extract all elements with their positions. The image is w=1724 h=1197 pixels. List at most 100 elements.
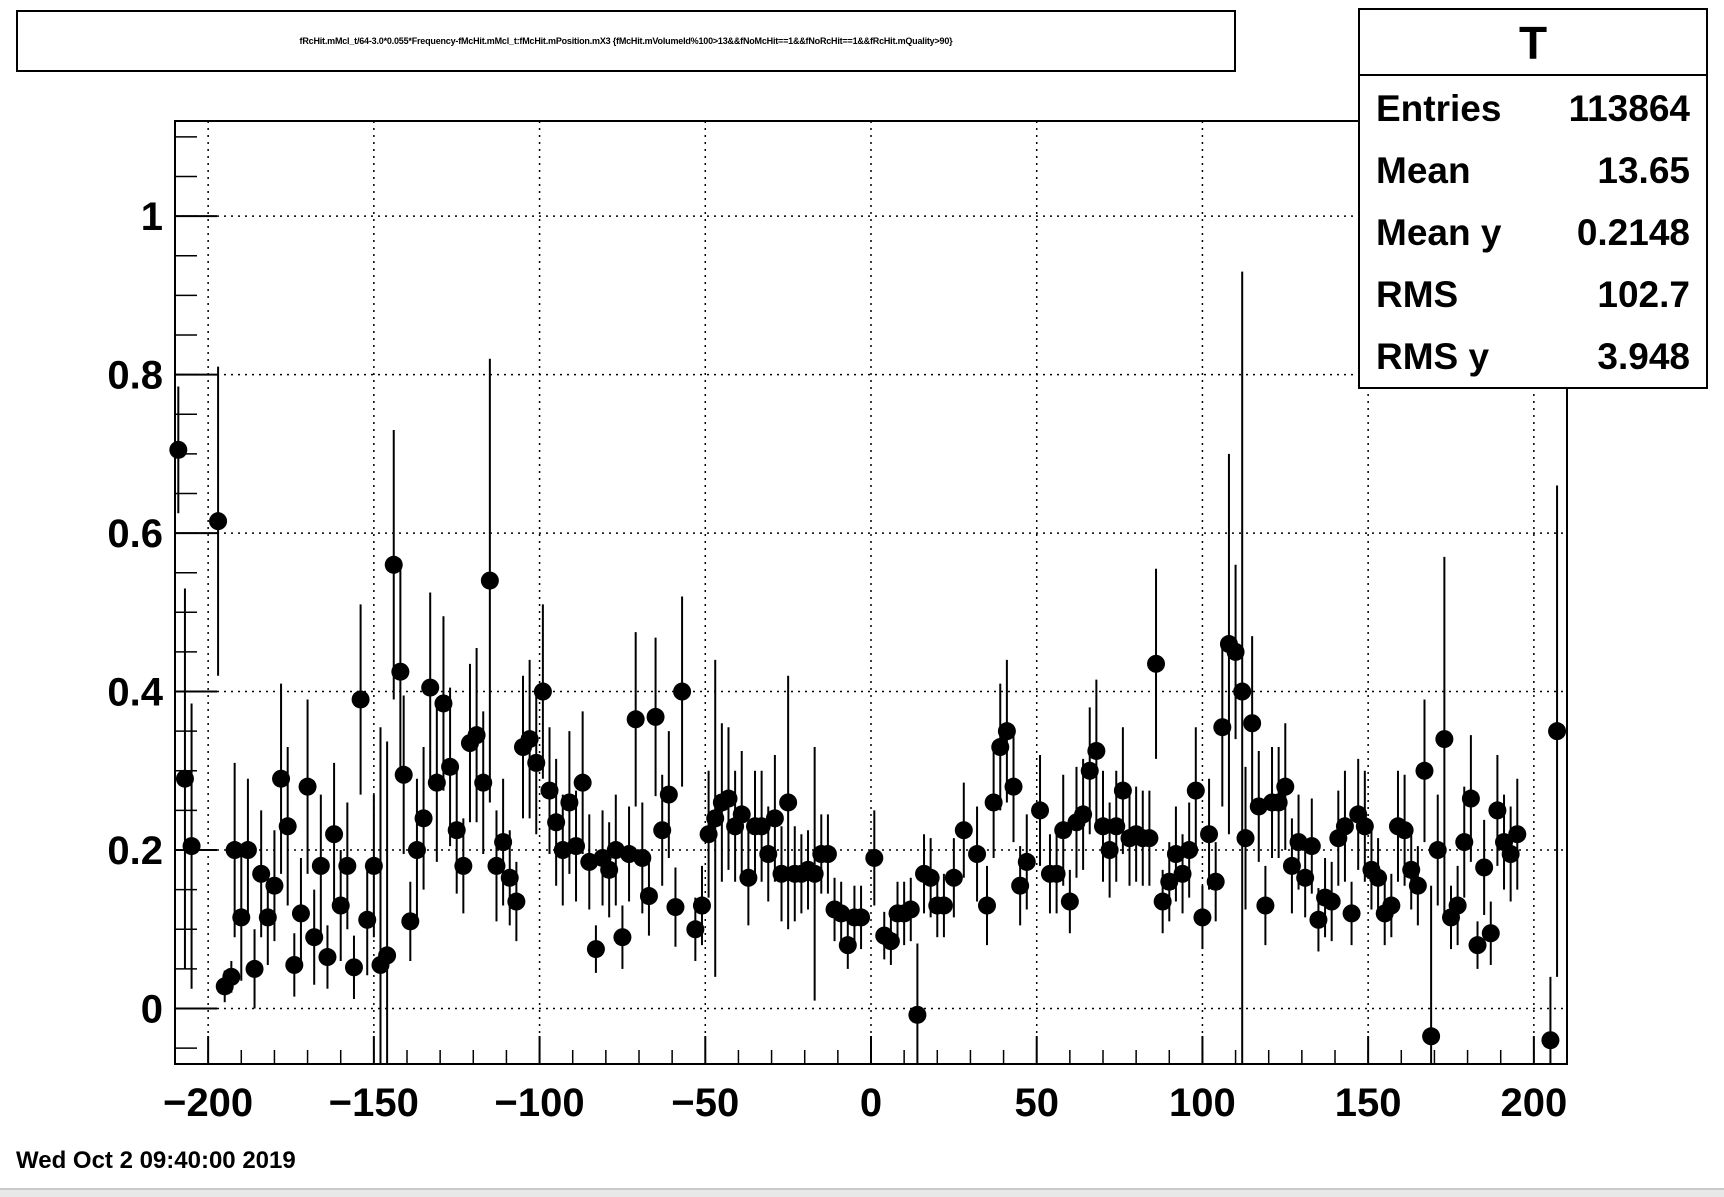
data-point (351, 690, 370, 709)
data-point (739, 868, 758, 887)
data-point (1282, 856, 1301, 875)
stat-row-rms: RMS 102.7 (1360, 262, 1706, 324)
stats-box[interactable]: T Entries 113864 Mean 13.65 Mean y 0.214… (1358, 8, 1708, 389)
data-point (1302, 837, 1321, 856)
data-point (779, 793, 798, 812)
data-point (1408, 876, 1427, 895)
axis-tick-labels: −200 −150 −100 −50 0 50 100 150 200 0 0.2 0.4 0.6 0.8… (107, 195, 1567, 1125)
y-tick-label: 0.6 (107, 512, 163, 556)
data-point (838, 936, 857, 955)
data-point (533, 682, 552, 701)
stat-label: Mean (1376, 150, 1471, 191)
data-point (278, 817, 297, 836)
data-point (182, 837, 201, 856)
data-point (666, 898, 685, 917)
data-point (285, 955, 304, 974)
data-point (1296, 868, 1315, 887)
data-point (1468, 936, 1487, 955)
stat-label: Mean y (1376, 212, 1502, 253)
data-point (560, 793, 579, 812)
data-point (1488, 801, 1507, 820)
x-tick-label: 200 (1500, 1081, 1567, 1125)
data-point (901, 900, 920, 919)
data-point (1180, 841, 1199, 860)
data-point (1173, 864, 1192, 883)
data-point (1113, 781, 1132, 800)
data-point (706, 809, 725, 828)
y-tick-label: 0.2 (107, 829, 163, 873)
data-point (258, 908, 277, 927)
data-point (331, 896, 350, 915)
y-tick-label: 0.8 (107, 354, 163, 398)
data-point (991, 738, 1010, 757)
stat-label: Entries (1376, 88, 1502, 129)
x-tick-label: 0 (860, 1081, 882, 1125)
data-point (222, 967, 241, 986)
data-point (944, 868, 963, 887)
data-point (1435, 730, 1454, 749)
data-point (1428, 841, 1447, 860)
data-point (1422, 1027, 1441, 1046)
data-point (1508, 825, 1527, 844)
data-point (586, 940, 605, 959)
data-point (633, 848, 652, 867)
data-point (1047, 864, 1066, 883)
data-point (968, 845, 987, 864)
data-point (1031, 801, 1050, 820)
data-point (692, 896, 711, 915)
stat-value: 3.948 (1597, 336, 1690, 377)
data-point (1206, 872, 1225, 891)
data-point (480, 571, 499, 590)
data-point (759, 845, 778, 864)
data-point (1017, 852, 1036, 871)
data-point (921, 868, 940, 887)
data-point (1147, 654, 1166, 673)
data-point (1213, 718, 1232, 737)
data-point (1269, 793, 1288, 812)
data-point (1011, 876, 1030, 895)
data-point (540, 781, 559, 800)
data-point (175, 769, 194, 788)
data-point (487, 856, 506, 875)
data-point (232, 908, 251, 927)
data-point (639, 887, 658, 906)
data-point (1415, 761, 1434, 780)
data-point (1382, 896, 1401, 915)
data-point (1402, 860, 1421, 879)
data-point (1107, 817, 1126, 836)
data-point (613, 928, 632, 947)
data-point (1461, 789, 1480, 808)
stat-value: 102.7 (1597, 274, 1690, 315)
data-point (1094, 817, 1112, 836)
x-tick-label: −200 (163, 1081, 253, 1125)
data-point (1475, 858, 1494, 877)
data-point (318, 948, 337, 967)
data-point (686, 920, 705, 939)
data-point (1448, 896, 1467, 915)
data-point (427, 773, 446, 792)
data-point (1256, 896, 1275, 915)
data-point (1054, 821, 1073, 840)
data-point (1309, 910, 1328, 929)
stat-label: RMS y (1376, 336, 1490, 377)
data-point (1060, 892, 1079, 911)
x-tick-label: −50 (671, 1081, 739, 1125)
stat-row-entries: Entries 113864 (1360, 76, 1706, 138)
x-tick-label: −150 (329, 1081, 419, 1125)
data-point (699, 825, 718, 844)
data-point (407, 841, 426, 860)
data-point (245, 959, 264, 978)
data-point (1074, 805, 1093, 824)
data-point (573, 773, 592, 792)
data-point (881, 932, 900, 951)
x-tick-label: 50 (1014, 1081, 1059, 1125)
data-point (1369, 868, 1388, 887)
data-point (520, 730, 539, 749)
data-point (984, 793, 1003, 812)
data-point (344, 958, 363, 977)
data-point (1186, 781, 1205, 800)
x-tick-label: −100 (495, 1081, 585, 1125)
data-point (401, 912, 420, 931)
data-point (311, 856, 330, 875)
